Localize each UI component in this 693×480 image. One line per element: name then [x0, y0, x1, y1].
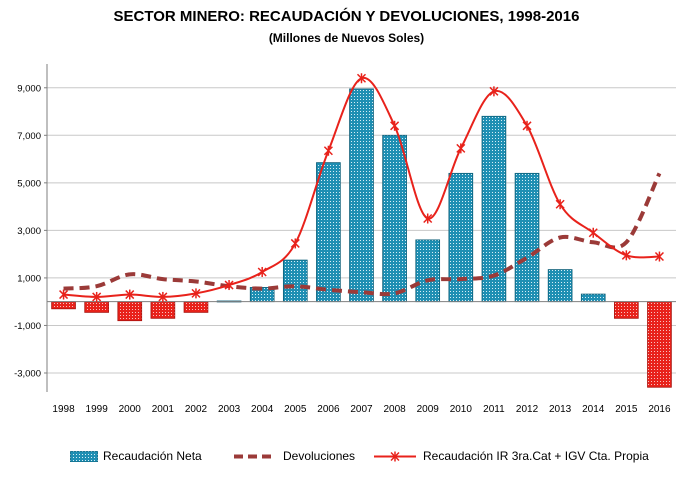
legend-label: Recaudación Neta — [103, 449, 202, 463]
bar-2015 — [614, 301, 639, 319]
marker-2013 — [555, 199, 565, 210]
x-tick-label: 2000 — [119, 404, 142, 415]
bar-2005 — [282, 259, 308, 303]
legend-swatch-marker-line — [374, 451, 416, 461]
x-tick-label: 2006 — [317, 404, 340, 415]
marker-2008 — [390, 120, 400, 131]
legend: Recaudación Neta Devoluciones Recaudació… — [0, 449, 693, 471]
line-recaudacion-ir — [63, 77, 660, 298]
x-tick-label: 2001 — [152, 404, 175, 415]
marker-1999 — [92, 291, 102, 302]
marker-2016 — [654, 251, 664, 262]
x-tick-label: 2014 — [582, 404, 605, 415]
legend-item-recaudacion-neta: Recaudación Neta — [70, 449, 202, 463]
marker-2003 — [224, 280, 234, 291]
legend-swatch-bar — [70, 450, 98, 462]
y-tick-label: -1,000 — [14, 321, 41, 332]
y-tick-label: 9,000 — [17, 83, 41, 94]
legend-swatch-dashed-line — [234, 454, 276, 458]
chart-title: SECTOR MINERO: RECAUDACIÓN Y DEVOLUCIONE… — [113, 8, 580, 25]
axes — [44, 64, 676, 392]
x-tick-label: 2010 — [450, 404, 473, 415]
marker-2001 — [158, 291, 168, 302]
marker-2012 — [522, 120, 532, 131]
marker-2006 — [323, 145, 333, 156]
marker-2002 — [191, 288, 201, 299]
bar-2000 — [117, 301, 143, 322]
y-tick-label: 5,000 — [17, 178, 41, 189]
bar-2012 — [514, 172, 540, 303]
x-tick-label: 1999 — [86, 404, 109, 415]
x-tick-label: 2008 — [383, 404, 406, 415]
marker-2007 — [356, 73, 367, 84]
x-tick-label: 2005 — [284, 404, 307, 415]
x-tick-label: 2015 — [615, 404, 638, 415]
bars-recaudacion-neta — [51, 88, 672, 388]
x-tick-label: 2009 — [417, 404, 440, 415]
lines — [59, 73, 664, 302]
bar-2014 — [580, 293, 606, 303]
bar-2006 — [316, 162, 341, 303]
marker-2009 — [423, 213, 433, 224]
bar-1999 — [84, 301, 109, 313]
legend-label: Recaudación IR 3ra.Cat + IGV Cta. Propia — [423, 449, 649, 463]
y-tick-label: -3,000 — [14, 368, 41, 379]
marker-2011 — [489, 86, 499, 97]
bar-2009 — [415, 239, 441, 303]
chart-canvas: -3,000 -1,000 1,000 3,000 5,000 7,000 9,000 199… — [14, 64, 676, 415]
marker-1998 — [59, 289, 69, 300]
legend-item-devoluciones: Devoluciones — [232, 449, 355, 463]
x-tick-label: 2011 — [483, 404, 505, 415]
tick-labels: -3,000 -1,000 1,000 3,000 5,000 7,000 9,000 199… — [14, 83, 671, 415]
bar-2010 — [448, 172, 474, 303]
y-tick-label: 7,000 — [17, 131, 41, 142]
line-devoluciones — [63, 172, 662, 297]
x-tick-label: 2004 — [251, 404, 274, 415]
x-tick-label: 2013 — [549, 404, 572, 415]
x-tick-label: 2003 — [218, 404, 241, 415]
x-tick-label: 2012 — [516, 404, 539, 415]
bar-2001 — [150, 301, 176, 319]
legend-item-recaudacion-ir: Recaudación IR 3ra.Cat + IGV Cta. Propia — [372, 449, 649, 463]
marker-2004 — [257, 266, 267, 277]
bar-2007 — [349, 88, 374, 303]
marker-2010 — [456, 143, 466, 154]
x-tick-label: 2002 — [185, 404, 208, 415]
y-tick-label: 3,000 — [17, 226, 41, 237]
marker-2015 — [621, 250, 631, 261]
bar-1998 — [51, 301, 76, 310]
bar-2016 — [647, 301, 672, 388]
x-tick-label: 2007 — [350, 404, 373, 415]
bar-2002 — [183, 301, 209, 313]
y-tick-label: 1,000 — [17, 273, 41, 284]
marker-2014 — [588, 227, 598, 238]
x-tick-label: 2016 — [648, 404, 671, 415]
x-tick-label: 1998 — [52, 404, 75, 415]
bar-2008 — [382, 134, 407, 303]
marker-2005 — [290, 238, 300, 249]
bar-2013 — [547, 269, 573, 303]
chart-subtitle: (Millones de Nuevos Soles) — [268, 31, 425, 45]
marker-2000 — [125, 289, 135, 300]
legend-label: Devoluciones — [283, 449, 356, 463]
